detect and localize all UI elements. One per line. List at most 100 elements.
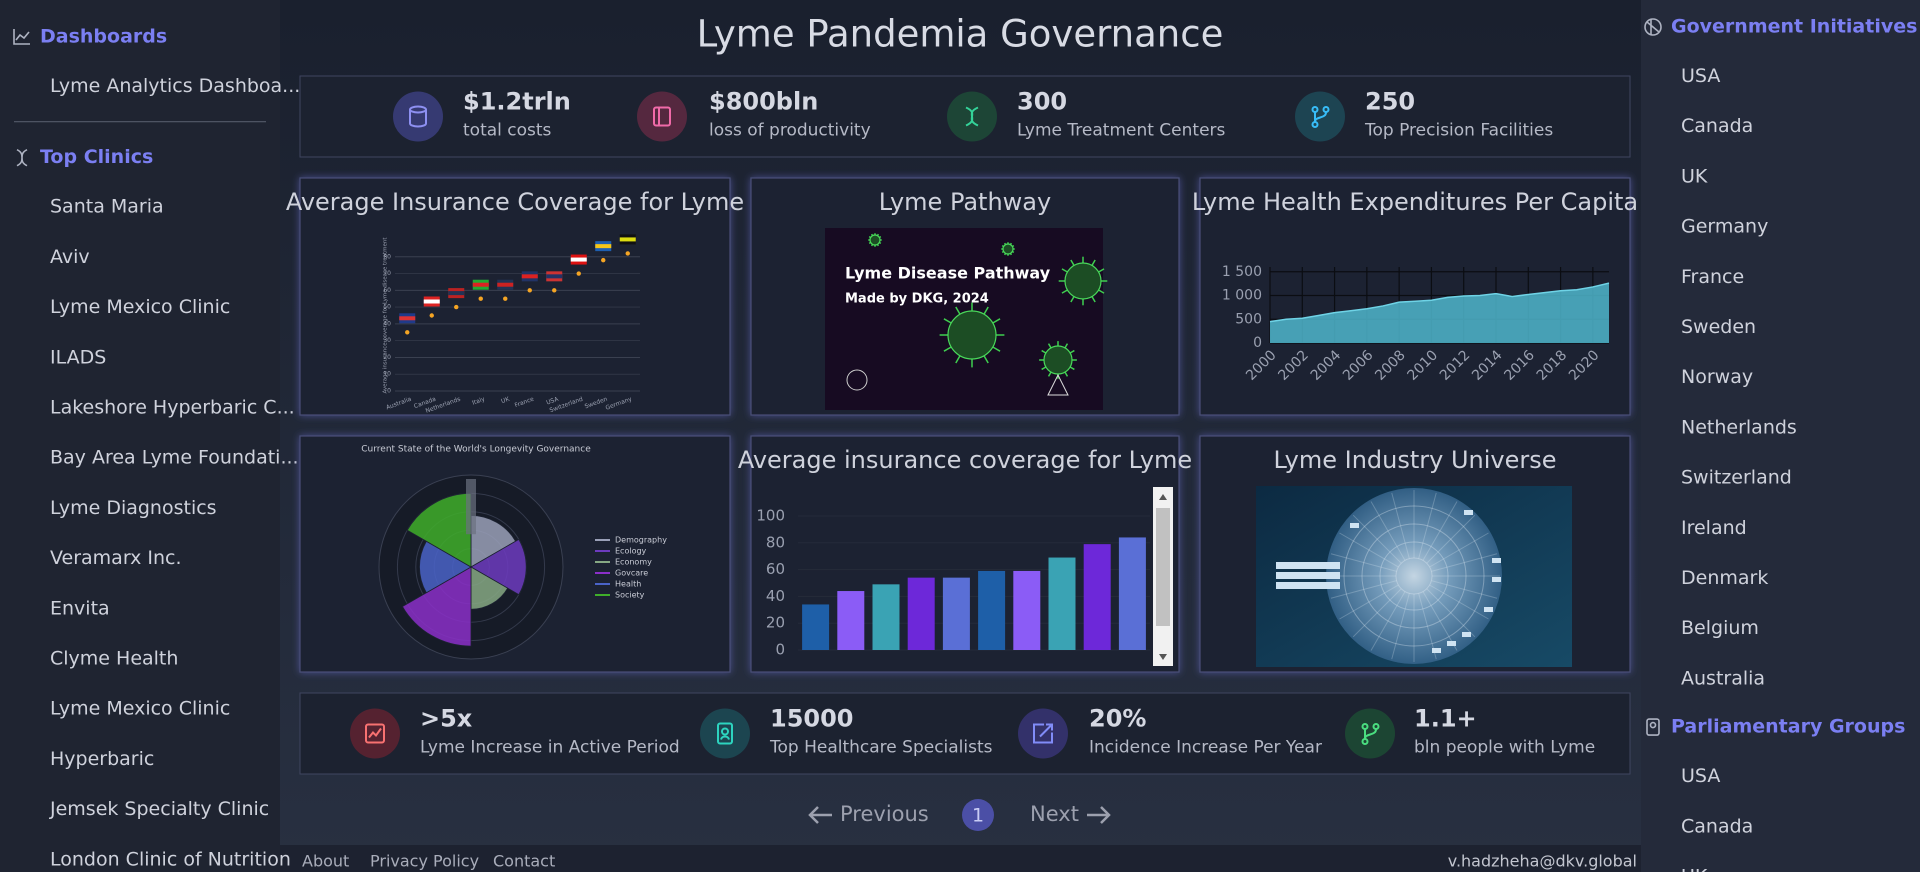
image-subtitle: Made by DKG, 2024 [845, 292, 989, 307]
nav-item[interactable]: Ireland [1681, 517, 1747, 539]
scroll-arrow[interactable] [1159, 494, 1167, 500]
universe-ring [1379, 541, 1449, 611]
nav-item[interactable]: Veramarx Inc. [50, 547, 182, 569]
logo [846, 369, 868, 391]
y-tick-label: 40 [383, 320, 391, 327]
icon-line [1311, 121, 1319, 128]
nav-item[interactable]: Bay Area Lyme Foundati... [50, 447, 299, 469]
virus [1002, 243, 1014, 255]
x-tick-label: UK [500, 395, 511, 405]
data-point [478, 296, 483, 301]
flag [448, 291, 465, 296]
icon-line [13, 29, 30, 45]
area-line [1269, 282, 1610, 323]
section-header[interactable]: Government Initiatives [1671, 16, 1917, 38]
icon-line [1649, 721, 1657, 729]
universe-spoke [1426, 588, 1476, 638]
nav-item[interactable]: Lyme Mexico Clinic [50, 698, 230, 720]
virus-spike [1041, 366, 1047, 371]
data-point [503, 296, 508, 301]
footer-email[interactable]: v.hadzheha@dkv.global [1448, 852, 1637, 871]
nav-item[interactable]: Lyme Diagnostics [50, 497, 217, 519]
nav-item[interactable]: Jemsek Specialty Clinic [49, 798, 269, 820]
flag [570, 257, 587, 262]
bar [837, 591, 865, 650]
y-tick-label: 100 [756, 507, 785, 525]
y-tick-label: 80 [383, 253, 391, 260]
nav-item[interactable]: Lyme Analytics Dashboa... [50, 75, 300, 97]
bar [907, 577, 935, 650]
icon-line [16, 148, 28, 167]
universe-spoke [1429, 532, 1489, 568]
nav-item[interactable]: Hyperbaric [50, 748, 154, 770]
nav-item[interactable]: USA [1681, 65, 1720, 87]
nav-item[interactable]: Envita [50, 597, 110, 619]
virus-spike [1047, 343, 1052, 349]
virus-spike [1069, 366, 1075, 371]
nav-item[interactable]: Lakeshore Hyperbaric C... [50, 397, 295, 419]
virus-spike [992, 318, 1001, 324]
next-arrow[interactable] [1087, 806, 1111, 824]
nav-item[interactable]: Canada [1681, 115, 1753, 137]
nav-item[interactable]: ILADS [50, 346, 106, 368]
prev-button[interactable]: Previous [840, 802, 929, 826]
next-button[interactable]: Next [1030, 802, 1079, 826]
section-icon [16, 148, 28, 167]
label-box [1484, 607, 1493, 612]
data-point [527, 288, 532, 293]
section-header[interactable]: Top Clinics [40, 146, 153, 168]
y-tick-label: 60 [766, 560, 785, 578]
virus-spike [992, 346, 1001, 352]
label-box [1276, 582, 1340, 589]
virus-spike [1070, 259, 1075, 266]
footer-link[interactable]: About [302, 852, 349, 871]
kpi-icon-bg [393, 91, 443, 142]
footer-link[interactable]: Privacy Policy [370, 852, 479, 871]
y-tick-label: 60 [383, 287, 391, 294]
x-tick-label: USA [545, 395, 560, 406]
nav-item[interactable]: USA [1681, 765, 1720, 787]
section-header[interactable]: Dashboards [40, 26, 167, 48]
legend-label: Demography [615, 536, 667, 545]
universe-spoke [1339, 532, 1399, 568]
page-current[interactable]: 1 [972, 805, 984, 827]
nav-item[interactable]: Netherlands [1681, 416, 1797, 438]
kpi-item: 20% Incidence Increase Per Year [1018, 705, 1322, 759]
nav-item[interactable]: Lyme Mexico Clinic [50, 296, 230, 318]
nav-item[interactable]: Sweden [1681, 316, 1756, 338]
y-tick-label: 1 500 [1222, 264, 1262, 280]
kpi-value: $800bln [709, 88, 818, 116]
kpi-item: 1.1+ bln people with Lyme [1345, 705, 1595, 759]
nav-item[interactable]: Australia [1681, 667, 1765, 689]
nav-item[interactable]: Germany [1681, 216, 1768, 238]
nav-item[interactable]: London Clinic of Nutrition [50, 848, 291, 870]
label-box [1492, 558, 1501, 563]
scrollbar-thumb[interactable] [1156, 508, 1170, 626]
nav-item[interactable]: UK [1681, 866, 1708, 872]
nav-item[interactable]: Denmark [1681, 567, 1768, 589]
prev-arrow[interactable] [808, 806, 832, 824]
nav-item[interactable]: Canada [1681, 815, 1753, 837]
data-point [454, 304, 459, 310]
nav-item[interactable]: UK [1681, 165, 1708, 187]
nav-item[interactable]: Norway [1681, 366, 1753, 388]
y-axis-label: Average insurance coverage for Lyme dise… [383, 237, 389, 394]
nav-item[interactable]: France [1681, 266, 1744, 288]
data-point [576, 271, 581, 276]
bar [802, 604, 830, 650]
nav-item[interactable]: Belgium [1681, 617, 1759, 639]
y-tick-label: 50 [383, 304, 391, 311]
nav-item[interactable]: Switzerland [1681, 467, 1792, 489]
page-current-bg[interactable] [962, 799, 994, 831]
nav-item[interactable]: Santa Maria [50, 196, 164, 218]
polar-axis [466, 479, 476, 535]
universe-spoke [1418, 492, 1437, 559]
nav-item[interactable]: Aviv [50, 246, 90, 268]
footer-link[interactable]: Contact [493, 852, 555, 871]
scroll-arrow[interactable] [1159, 654, 1167, 660]
section-header[interactable]: Parliamentary Groups [1671, 716, 1905, 738]
universe-sphere [1326, 488, 1502, 664]
virus-spike [1061, 289, 1068, 294]
nav-item[interactable]: Clyme Health [50, 648, 178, 670]
icon-line [1361, 723, 1369, 730]
